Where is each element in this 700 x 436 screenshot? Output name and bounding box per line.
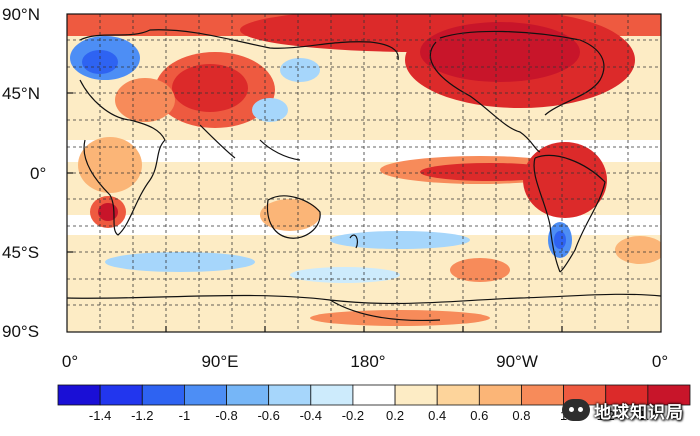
- lon-label-90e: 90°E: [201, 352, 239, 371]
- colorbar-swatch: [226, 384, 270, 406]
- colorbar-tick-label: -0.8: [215, 408, 238, 423]
- colorbar-tick-label: -0.6: [257, 408, 280, 423]
- colorbar-swatch: [394, 384, 438, 406]
- colorbar-tick-label: 0.4: [428, 408, 447, 423]
- lon-label-0-right: 0°: [651, 352, 669, 371]
- colorbar-swatch: [436, 384, 480, 406]
- colorbar-tick-label: 1.4: [638, 408, 657, 423]
- colorbar-tick-label: 1.2: [596, 408, 615, 423]
- watermark: 地球知识局: [562, 392, 692, 428]
- lat-label-equator: 0°: [30, 164, 47, 183]
- lon-label-90w: 90°W: [496, 352, 538, 371]
- colorbar-swatch: [268, 384, 312, 406]
- colorbar-tick-label: -0.2: [341, 408, 365, 423]
- colorbar-tick-label: -0.4: [299, 408, 322, 423]
- colorbar-swatch: [647, 384, 691, 406]
- colorbar: [57, 384, 691, 406]
- colorbar-tick-label: 0.8: [512, 408, 531, 423]
- lat-label-90s: 90°S: [2, 322, 40, 341]
- colorbar-swatch: [352, 384, 396, 406]
- colorbar-tick-label: -1.2: [131, 408, 154, 423]
- lat-label-45s: 45°S: [2, 243, 40, 262]
- colorbar-swatch: [141, 384, 185, 406]
- colorbar-tick-label: 0.2: [386, 408, 405, 423]
- watermark-text: 地球知识局: [594, 402, 684, 422]
- lon-label-180: 180°: [350, 352, 386, 371]
- lat-label-90n: 90°N: [2, 5, 40, 24]
- wechat-icon: [562, 399, 590, 421]
- colorbar-swatch: [57, 384, 101, 406]
- colorbar-tick-label: 0.6: [470, 408, 489, 423]
- colorbar-tick-label: -1.4: [88, 408, 112, 423]
- colorbar-tick-label: -1: [178, 408, 191, 423]
- colorbar-swatch: [99, 384, 143, 406]
- lon-label-0: 0°: [61, 352, 79, 371]
- colorbar-swatch: [310, 384, 354, 406]
- colorbar-swatch: [183, 384, 227, 406]
- graticule: [67, 14, 661, 332]
- lat-label-45n: 45°N: [2, 84, 40, 103]
- colorbar-swatch: [478, 384, 522, 406]
- colorbar-swatch: [521, 384, 565, 406]
- map-frame: [66, 13, 662, 333]
- anomaly-field: [67, 14, 661, 332]
